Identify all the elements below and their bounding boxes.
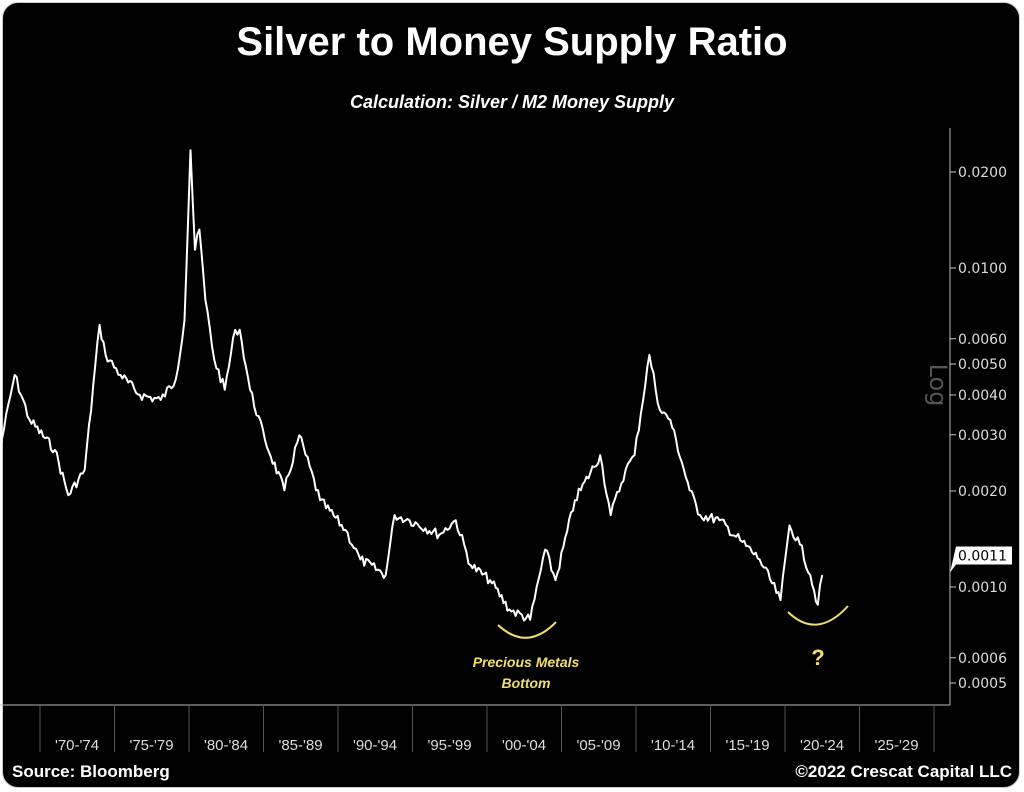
x-tick-label: '25-'29 — [874, 737, 918, 754]
chart-title: Silver to Money Supply Ratio — [236, 20, 788, 64]
annotation-text: Bottom — [502, 675, 551, 691]
y-tick-label: 0.0040 — [958, 388, 1007, 404]
annotation-text: Precious Metals — [473, 654, 580, 670]
question-arc — [787, 605, 849, 626]
question-mark: ? — [811, 645, 824, 670]
x-tick-label: '20-'24 — [800, 737, 844, 754]
x-tick-label: '70-'74 — [55, 737, 99, 754]
x-tick-label: '80-'84 — [204, 737, 248, 754]
y-tick-label: 0.0200 — [958, 165, 1007, 181]
x-tick-label: '00-'04 — [502, 737, 546, 754]
series-line — [0, 149, 824, 622]
source-label: Source: Bloomberg — [12, 762, 170, 781]
y-tick-label: 0.0005 — [958, 676, 1007, 692]
y-tick-label: 0.0010 — [958, 580, 1007, 596]
x-tick-label: '05-'09 — [576, 737, 620, 754]
y-tick-label: 0.0020 — [958, 484, 1007, 500]
x-tick-label: '95-'99 — [427, 737, 471, 754]
y-tick-label: 0.0006 — [958, 651, 1007, 667]
x-tick-label: '85-'89 — [278, 737, 322, 754]
copyright-label: ©2022 Crescat Capital LLC — [795, 762, 1012, 781]
x-tick-label: '75-'79 — [129, 737, 173, 754]
last-value-label: 0.0011 — [958, 549, 1007, 565]
last-value-badge — [950, 546, 1012, 573]
chart-subtitle: Calculation: Silver / M2 Money Supply — [349, 92, 675, 112]
y-axis-label: Log — [924, 364, 952, 407]
x-tick-label: '15-'19 — [725, 737, 769, 754]
y-tick-label: 0.0030 — [958, 428, 1007, 444]
bottom-arc — [497, 621, 557, 639]
x-tick-label: '90-'94 — [353, 737, 397, 754]
x-tick-label: '10-'14 — [651, 737, 695, 754]
y-tick-label: 0.0060 — [958, 332, 1007, 348]
y-tick-label: 0.0100 — [958, 261, 1007, 277]
y-tick-label: 0.0050 — [958, 357, 1007, 373]
